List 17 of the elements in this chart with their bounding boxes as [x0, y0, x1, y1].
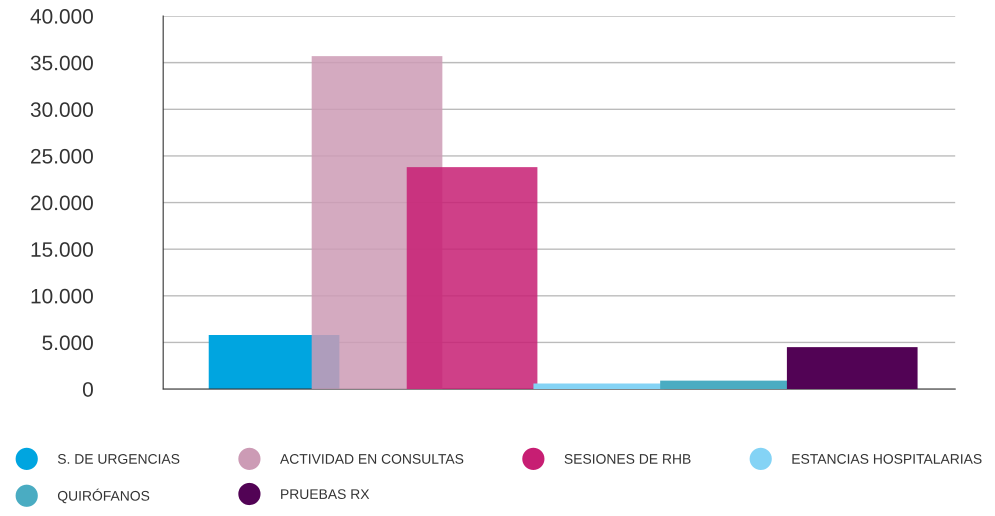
y-tick-label: 10.000	[32, 288, 93, 304]
y-tick-label: 40.000	[30, 8, 93, 24]
legend-label: S. DE URGENCIAS	[58, 454, 180, 464]
legend-label: SESIONES DE RHB	[564, 454, 691, 464]
y-tick-label: 35.000	[30, 56, 93, 70]
legend-label: ESTANCIAS HOSPITALARIAS	[792, 454, 982, 464]
legend-label: QUIRÓFANOS	[58, 488, 150, 504]
bar	[786, 347, 918, 390]
y-tick-label: 30.000	[30, 102, 93, 118]
legend-label: ACTIVIDAD EN CONSULTAS	[280, 454, 464, 464]
y-tick-label: 25.000	[31, 148, 93, 164]
y-tick-label: 5.000	[42, 335, 93, 350]
y-tick-label: 0	[82, 382, 93, 397]
y-tick-label: 15.000	[32, 242, 93, 257]
y-tick-label: 20.000	[31, 196, 93, 210]
bar	[406, 167, 538, 390]
legend-label: PRUEBAS RX	[281, 489, 370, 500]
